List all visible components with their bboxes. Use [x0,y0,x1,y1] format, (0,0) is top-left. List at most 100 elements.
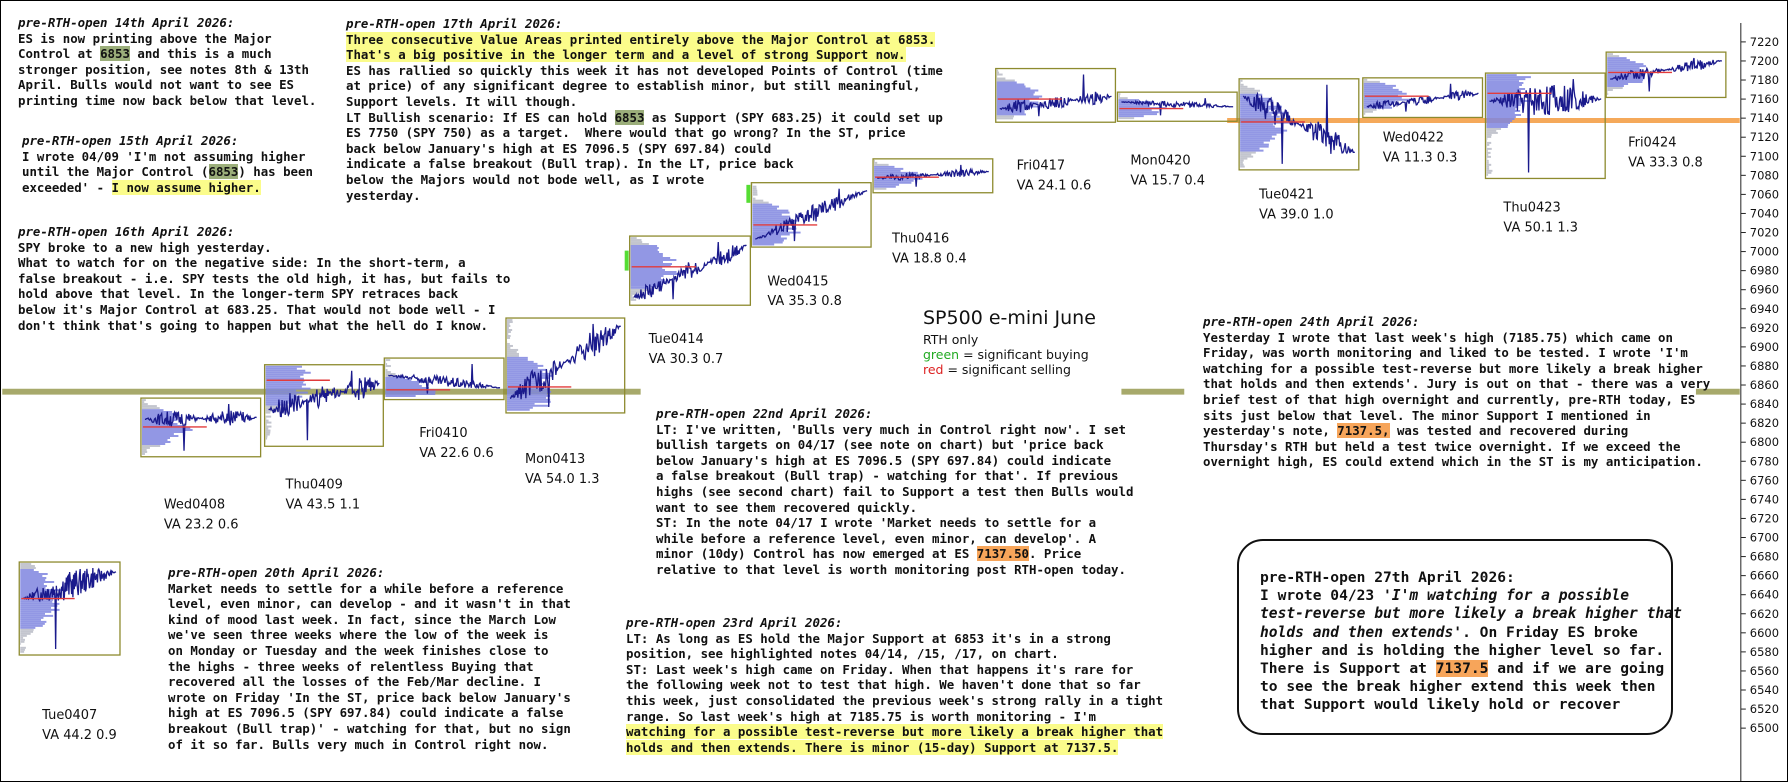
y-tick-label: 6960 [1750,283,1779,297]
y-tick-label: 6560 [1750,664,1779,678]
note-line: bullish targets on 04/17 (see note on ch… [656,437,1133,453]
y-tick-label: 7200 [1750,54,1779,68]
note-text: relative to that level is worth monitori… [656,561,1126,577]
y-tick-label: 6640 [1750,588,1779,602]
chart-title: SP500 e-mini June [923,307,1096,329]
legend-green-word: green [923,347,960,362]
axis-background [1739,1,1786,781]
note-text: recovered all the losses of the Feb/Mar … [168,674,541,690]
note-line: exceeded' - I now assume higher. [22,179,313,196]
note-line: below January's high at ES 7096.5 (SPY 6… [656,453,1133,469]
note-23-april: pre-RTH-open 23rd April 2026: LT: As long… [626,615,1164,755]
note-text: printing time now back below that level. [18,92,317,108]
y-tick-label: 6700 [1750,531,1779,545]
note-text: we've seen three weeks where the low of … [168,627,549,643]
y-tick-label: 6920 [1750,321,1779,335]
price-line [388,364,501,394]
note-line: range. So last week's high at 7185.75 is… [626,709,1163,725]
note-heading: pre-RTH-open 27th April 2026: [1260,569,1515,586]
note-line: to see the break higher extend this week… [1260,678,1682,696]
session-va-label: VA 18.8 0.4 [892,251,967,266]
session-Thu0423: Thu0423 VA 50.1 1.3 [1484,72,1606,235]
legend-rth-only: RTH only [923,332,979,347]
price-line [999,74,1112,117]
y-tick-label: 7040 [1750,206,1779,220]
note-text: wrote on Friday 'In the ST, price back b… [168,689,571,705]
y-tick-label: 7180 [1750,73,1779,87]
note-20-april: pre-RTH-open 20th April 2026: Market need… [168,565,571,752]
price-line [1489,79,1602,173]
note-27-april: pre-RTH-open 27th April 2026: I wrote 04/… [1260,569,1682,715]
note-line: want to see them recovered quickly. [656,500,1133,516]
note-text: of it so far. Bulls very much in Control… [168,736,549,752]
note-line: that holds and then extends'. Jury is ou… [1203,376,1710,392]
note-line: printing time now back below that level. [18,93,316,109]
note-text: hold above that level. In the longer-ter… [18,286,459,302]
session-va-label: VA 33.3 0.8 [1628,156,1703,171]
note-line: indicate a false breakout (Bull trap). I… [346,156,943,172]
session-date-label: Tue0414 [648,332,704,347]
note-16-april: pre-RTH-open 16th April 2026: SPY broke t… [18,224,510,333]
y-tick-label: 6880 [1750,359,1779,373]
session-date-label: Mon0413 [525,452,585,467]
note-text: '. On Friday ES broke [1453,623,1638,641]
session-va-label: VA 15.7 0.4 [1130,174,1205,189]
y-tick-label: 7220 [1750,35,1779,49]
note-text: and this is a much [129,46,272,62]
note-highlight: Three consecutive Value Areas printed en… [346,31,936,47]
session-Wed0422: Wed0422 VA 11.3 0.3 [1362,77,1484,166]
note-line: recovered all the losses of the Feb/Mar … [168,674,571,690]
session-date-label: Thu0409 [285,478,343,493]
note-text: Friday, was worth monitoring and liked t… [1203,345,1688,361]
note-text: There is Support at [1260,660,1436,678]
note-line: ES has rallied so quickly this week it h… [346,63,943,79]
note-line: level, even minor, can develop - and it … [168,596,571,612]
note-text: overnight high, ES could extend which in… [1203,454,1703,470]
session-date-label: Tue0421 [1258,187,1314,202]
note-line: while before a reference level, even min… [656,531,1133,547]
note-heading: pre-RTH-open 17th April 2026: [346,16,563,31]
note-text: the highs - three weeks of relentless Bu… [168,658,534,674]
note-text: ST: In the note 04/17 I wrote 'Market ne… [656,515,1097,531]
note-text: level, even minor, can develop - and it … [168,596,571,612]
y-tick-label: 6820 [1750,416,1779,430]
note-line: higher and is holding the higher level s… [1260,642,1682,660]
y-tick-label: 7080 [1750,168,1779,182]
y-tick-label: 7020 [1750,226,1779,240]
note-text: SPY broke to a new high yesterday. [18,239,272,255]
legend-green: green = significant buying [923,347,1089,362]
note-text: indicate a false breakout (Bull trap). I… [346,156,794,172]
session-va-label: VA 44.2 0.9 [42,728,117,743]
note-line: don't think that's going to happen but w… [18,318,510,334]
note-text: stronger position, see notes 8th & 13th [18,61,309,77]
note-text: back below January's high at ES 7096.5 (… [346,140,772,156]
y-tick-label: 6720 [1750,511,1779,525]
note-line: There is Support at 7137.5 and if we are… [1260,660,1682,678]
session-va-label: VA 50.1 1.3 [1503,220,1578,235]
session-va-label: VA 30.3 0.7 [649,352,724,367]
session-va-label: VA 23.2 0.6 [164,518,239,533]
note-text: kind of mood last week. In fact, since t… [168,611,556,627]
note-line: I wrote 04/09 'I'm not assuming higher [22,149,313,165]
note-text: ES has rallied so quickly this week it h… [346,62,943,78]
note-line: highs (see second chart) fail to Support… [656,484,1133,500]
note-text: ST: Last week's high came on Friday. Whe… [626,661,1134,677]
note-line: April. Bulls would not want to see ES [18,77,316,93]
session-date-label: Wed0408 [164,498,225,513]
note-highlight: That's a big positive in the longer term… [346,47,906,63]
note-line: relative to that level is worth monitori… [656,562,1133,578]
session-box [629,235,752,306]
y-tick-label: 7060 [1750,187,1779,201]
note-heading: pre-RTH-open 16th April 2026: [18,224,235,239]
note-line: of it so far. Bulls very much in Control… [168,737,571,753]
note-heading: pre-RTH-open 24th April 2026: [1203,314,1420,329]
note-text: below the Majors would not bode well, as… [346,171,705,187]
note-line: watching for a possible test-reverse but… [626,724,1164,740]
y-tick-label: 6540 [1750,683,1779,697]
note-line: Yesterday I wrote that last week's high … [1203,330,1710,346]
session-date-label: Fri0424 [1628,136,1676,151]
y-tick-label: 7100 [1750,149,1779,163]
session-box [872,158,994,194]
note-line: test-reverse but more likely a break hig… [1260,605,1682,623]
note-text: yesterday. [346,187,421,203]
